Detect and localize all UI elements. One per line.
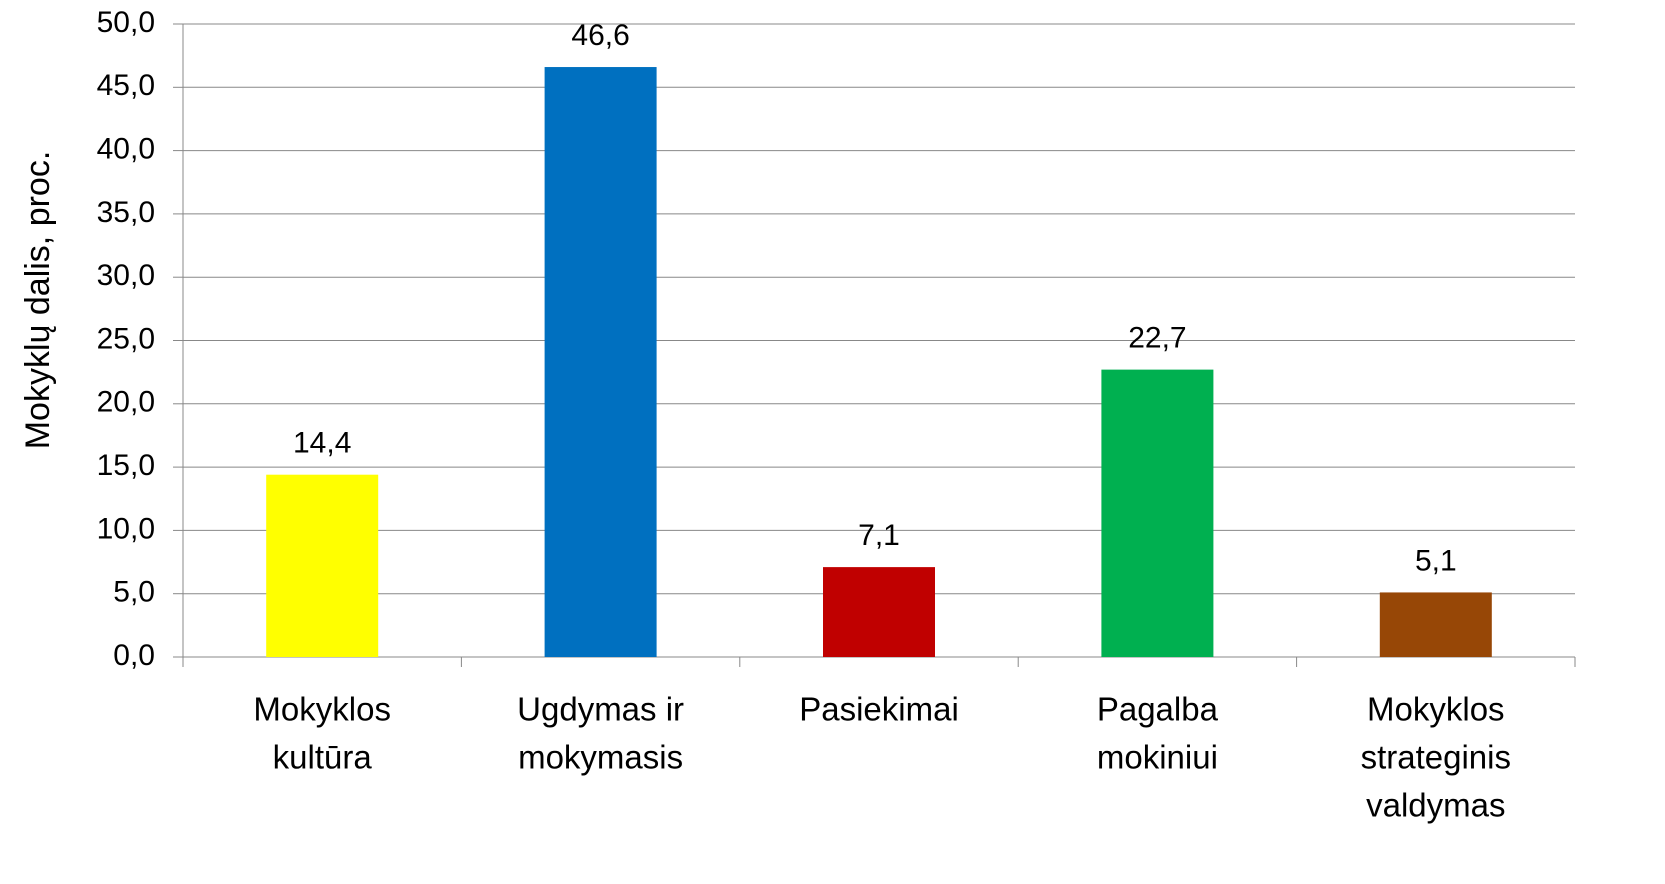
y-tick-label: 5,0 <box>113 576 155 609</box>
data-label: 22,7 <box>1128 322 1186 355</box>
bar <box>544 67 657 657</box>
x-tick-label: valdymas <box>1366 787 1505 824</box>
y-tick-label: 25,0 <box>97 322 155 355</box>
x-tick-label: strateginis <box>1361 739 1511 776</box>
x-tick-label: Pagalba <box>1097 691 1219 728</box>
y-tick-label: 40,0 <box>97 133 155 166</box>
data-label: 5,1 <box>1415 544 1457 577</box>
y-tick-label: 10,0 <box>97 512 155 545</box>
data-label: 14,4 <box>293 427 351 460</box>
x-tick-label: Pasiekimai <box>799 691 959 728</box>
y-tick-label: 0,0 <box>113 639 155 672</box>
y-tick-label: 30,0 <box>97 259 155 292</box>
x-tick-label: Ugdymas ir <box>517 691 684 728</box>
y-tick-label: 35,0 <box>97 196 155 229</box>
x-tick-label: Mokyklos <box>253 691 391 728</box>
y-tick-label: 20,0 <box>97 386 155 419</box>
bar <box>266 474 379 657</box>
x-tick-label: kultūra <box>273 739 373 776</box>
x-tick-label: mokymasis <box>518 739 683 776</box>
data-label: 46,6 <box>571 19 629 52</box>
y-tick-label: 50,0 <box>97 6 155 39</box>
bar <box>1101 369 1214 657</box>
x-tick-label: mokiniui <box>1097 739 1218 776</box>
y-tick-label: 45,0 <box>97 69 155 102</box>
x-tick-label: Mokyklos <box>1367 691 1505 728</box>
y-tick-label: 15,0 <box>97 449 155 482</box>
y-axis-title: Mokyklų dalis, proc. <box>19 151 57 450</box>
data-label: 7,1 <box>858 519 900 552</box>
bar <box>823 567 935 657</box>
bar <box>1379 592 1492 657</box>
